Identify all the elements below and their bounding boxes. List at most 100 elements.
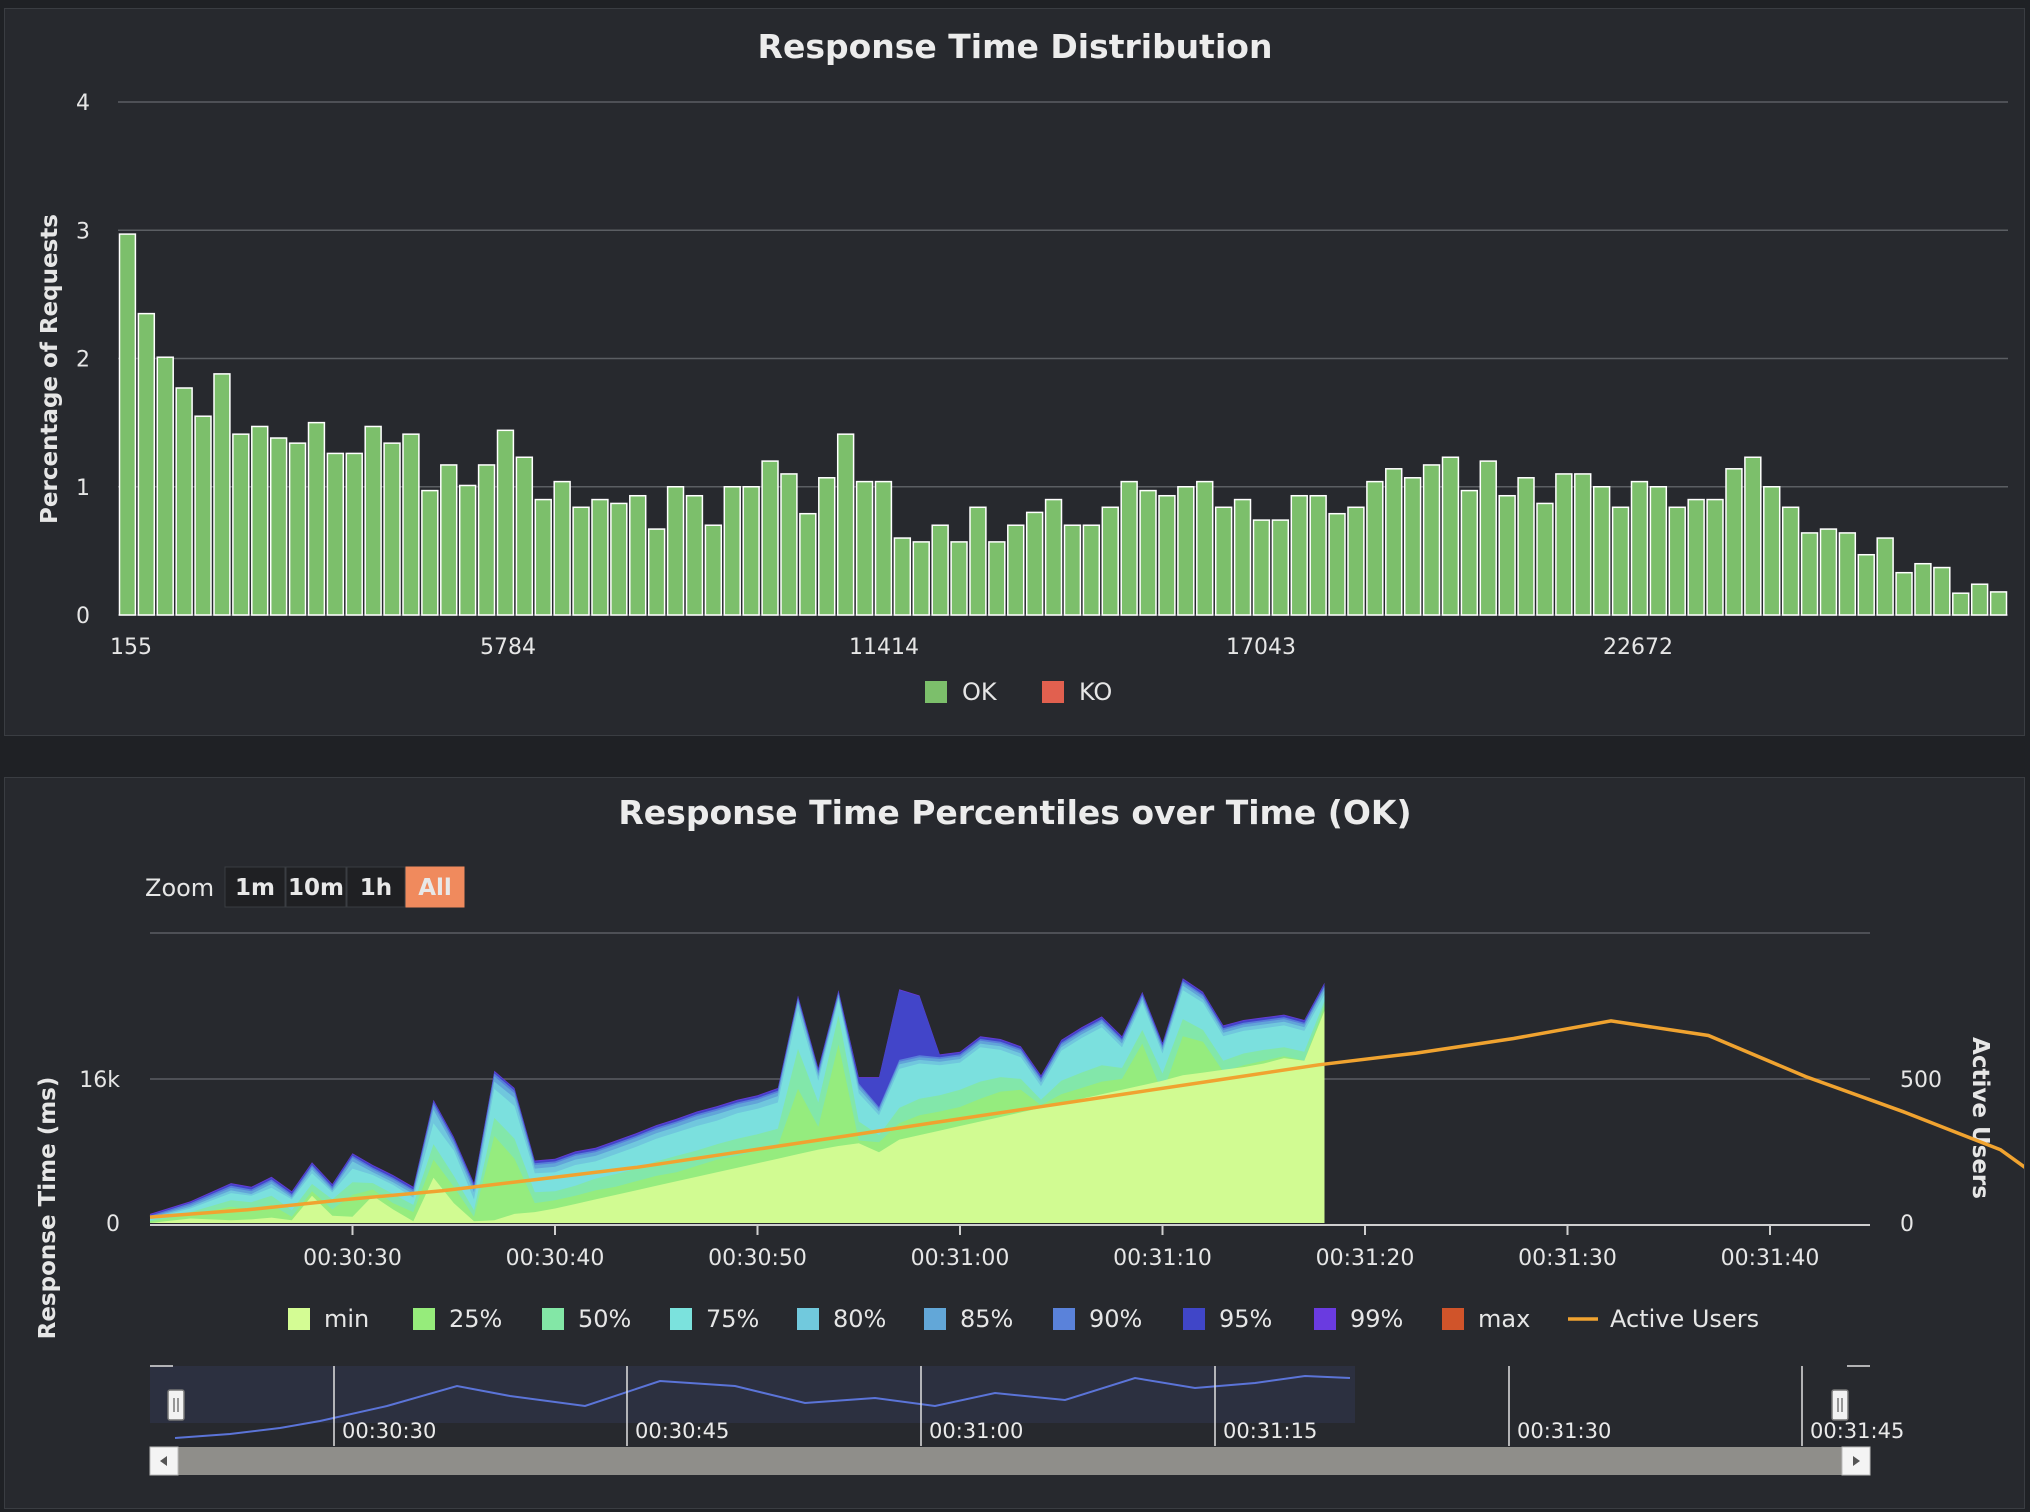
ok-bar[interactable]: [496, 429, 515, 616]
ok-bar[interactable]: [950, 541, 968, 616]
ok-bar[interactable]: [931, 524, 949, 616]
ok-bar[interactable]: [307, 421, 326, 616]
area-min[interactable]: [150, 1010, 1325, 1223]
ok-bar[interactable]: [1649, 486, 1668, 616]
ok-bar[interactable]: [1819, 528, 1838, 616]
ok-bar[interactable]: [269, 437, 288, 616]
ok-bar[interactable]: [1177, 486, 1195, 616]
legend-item-50pct[interactable]: 50%: [542, 1305, 631, 1333]
legend-item-75pct[interactable]: 75%: [670, 1305, 759, 1333]
legend-item-min[interactable]: min: [288, 1305, 369, 1333]
ok-bar[interactable]: [515, 456, 534, 616]
ok-bar[interactable]: [1498, 494, 1516, 616]
ok-bar[interactable]: [118, 233, 137, 616]
legend-item-90pct[interactable]: 90%: [1053, 1305, 1142, 1333]
ok-bar[interactable]: [988, 541, 1006, 616]
ok-bar[interactable]: [1214, 506, 1233, 616]
ok-bar[interactable]: [1895, 571, 1913, 616]
ok-bar[interactable]: [1725, 468, 1743, 616]
ok-bar[interactable]: [1479, 460, 1497, 616]
ok-bar[interactable]: [1763, 486, 1781, 616]
zoom-button-1h[interactable]: 1h: [346, 866, 406, 908]
legend-item-ok[interactable]: OK: [925, 678, 998, 706]
ok-bar[interactable]: [402, 433, 420, 616]
ok-bar[interactable]: [458, 484, 477, 616]
ok-bar[interactable]: [175, 387, 193, 616]
ok-bar[interactable]: [1044, 498, 1063, 616]
ok-bar[interactable]: [1611, 506, 1630, 616]
ok-bar[interactable]: [1876, 537, 1894, 616]
ok-bar[interactable]: [780, 473, 798, 616]
ok-bar[interactable]: [477, 464, 496, 616]
legend-item-95pct[interactable]: 95%: [1183, 1305, 1272, 1333]
ok-bar[interactable]: [1366, 480, 1384, 616]
ok-bar[interactable]: [1933, 566, 1951, 616]
zoom-button-10m[interactable]: 10m: [285, 866, 347, 908]
ok-bar[interactable]: [1857, 553, 1875, 616]
ok-bar[interactable]: [1838, 532, 1857, 616]
ok-bar[interactable]: [855, 480, 874, 616]
ok-bar[interactable]: [553, 480, 571, 616]
ok-bar[interactable]: [213, 373, 231, 616]
ok-bar[interactable]: [1347, 506, 1365, 616]
legend-item-99pct[interactable]: 99%: [1314, 1305, 1403, 1333]
ok-bar[interactable]: [969, 506, 987, 616]
ok-bar[interactable]: [818, 477, 836, 616]
ok-bar[interactable]: [1309, 494, 1327, 616]
ok-bar[interactable]: [1158, 494, 1176, 616]
ok-bar[interactable]: [1989, 591, 2008, 616]
ok-bar[interactable]: [1082, 524, 1101, 616]
ok-bar[interactable]: [893, 537, 912, 616]
ok-bar[interactable]: [761, 460, 779, 616]
ok-bar[interactable]: [364, 425, 382, 616]
legend-item-25pct[interactable]: 25%: [413, 1305, 502, 1333]
ok-bar[interactable]: [1328, 512, 1346, 616]
ok-bar[interactable]: [232, 433, 250, 616]
ok-bar[interactable]: [1592, 486, 1611, 616]
ok-bar[interactable]: [742, 486, 760, 616]
ok-bar[interactable]: [1233, 498, 1252, 616]
ok-bar[interactable]: [1385, 468, 1403, 616]
ok-bar[interactable]: [251, 425, 269, 616]
ok-bar[interactable]: [345, 452, 363, 616]
legend-item-85pct[interactable]: 85%: [924, 1305, 1013, 1333]
legend-item-active-users[interactable]: Active Users: [1568, 1305, 1759, 1333]
ok-bar[interactable]: [1517, 477, 1535, 616]
ok-bar[interactable]: [288, 442, 307, 616]
ok-bar[interactable]: [1536, 502, 1554, 616]
ok-bar[interactable]: [1063, 524, 1082, 616]
ok-bar[interactable]: [836, 433, 855, 616]
ok-bar[interactable]: [1630, 480, 1649, 616]
ok-bar[interactable]: [1460, 489, 1479, 616]
ok-bar[interactable]: [1952, 592, 1970, 616]
ok-bar[interactable]: [156, 356, 174, 616]
legend-item-ko[interactable]: KO: [1042, 678, 1112, 706]
ok-bar[interactable]: [1290, 494, 1308, 616]
navigator-scrollbar-track[interactable]: [150, 1447, 1870, 1475]
ok-bar[interactable]: [1101, 506, 1119, 616]
ok-bar[interactable]: [1139, 489, 1157, 616]
ok-bar[interactable]: [1668, 506, 1686, 616]
ok-bar[interactable]: [1555, 473, 1573, 616]
ok-bar[interactable]: [1574, 473, 1592, 616]
ok-bar[interactable]: [704, 524, 723, 616]
legend-item-80pct[interactable]: 80%: [797, 1305, 886, 1333]
zoom-button-all[interactable]: All: [405, 866, 465, 908]
ok-bar[interactable]: [326, 452, 345, 616]
ok-bar[interactable]: [1744, 456, 1762, 616]
scroll-right-button[interactable]: [1841, 1446, 1871, 1476]
ok-bar[interactable]: [1800, 532, 1819, 616]
ok-bar[interactable]: [1914, 562, 1932, 616]
navigator-left-handle[interactable]: [167, 1389, 185, 1421]
ok-bar[interactable]: [1120, 480, 1138, 616]
ok-bar[interactable]: [799, 512, 817, 616]
ok-bar[interactable]: [383, 442, 401, 616]
ok-bar[interactable]: [1781, 506, 1800, 616]
ok-bar[interactable]: [421, 489, 439, 616]
ok-bar[interactable]: [1271, 519, 1290, 616]
ok-bar[interactable]: [1422, 464, 1441, 616]
ok-bar[interactable]: [629, 494, 647, 616]
ok-bar[interactable]: [591, 498, 609, 616]
ok-bar[interactable]: [137, 312, 156, 616]
ok-bar[interactable]: [194, 415, 212, 616]
